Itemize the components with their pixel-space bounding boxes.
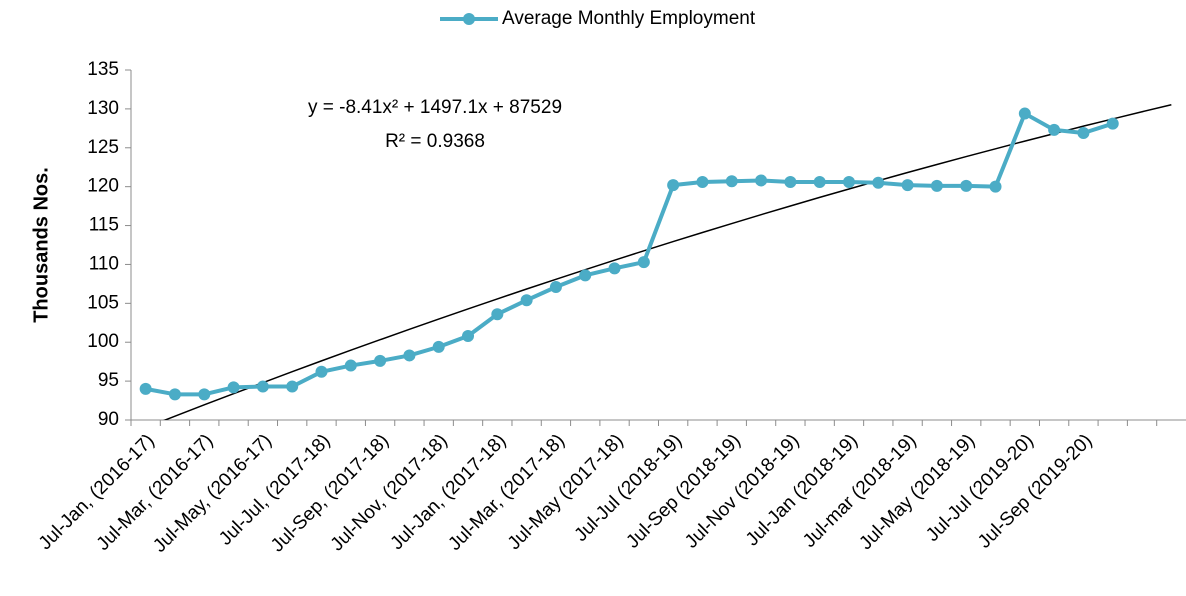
y-tick-label: 125 bbox=[87, 137, 119, 158]
data-point bbox=[462, 330, 475, 342]
data-point bbox=[901, 179, 914, 192]
data-point bbox=[139, 382, 152, 395]
trend-r2: R² = 0.9368 bbox=[385, 131, 485, 152]
y-axis-title: Thousands Nos. bbox=[30, 167, 52, 323]
data-point bbox=[784, 176, 797, 188]
data-point bbox=[579, 269, 592, 282]
data-point bbox=[725, 175, 738, 188]
data-point bbox=[1077, 127, 1090, 139]
trendline bbox=[163, 104, 1172, 420]
y-tick-label: 115 bbox=[89, 215, 119, 236]
y-tick-label: 100 bbox=[87, 331, 119, 352]
data-point bbox=[608, 262, 621, 275]
data-point bbox=[813, 176, 826, 188]
data-point bbox=[491, 308, 504, 321]
x-tick-label: Jul-Jan (2018-19) bbox=[742, 430, 862, 550]
data-point bbox=[168, 388, 181, 401]
data-point bbox=[520, 294, 533, 307]
data-point bbox=[1018, 107, 1031, 120]
data-point bbox=[930, 179, 943, 192]
trend-equation: y = -8.41x² + 1497.1x + 87529 bbox=[308, 97, 562, 118]
data-point bbox=[344, 359, 357, 372]
y-tick-label: 105 bbox=[87, 292, 119, 313]
data-point bbox=[872, 176, 885, 189]
x-tick-label: Jul-Sep (2019-20) bbox=[974, 430, 1096, 552]
data-point bbox=[755, 174, 768, 187]
plot-area bbox=[163, 104, 1172, 420]
x-tick-label: Jul-Jul, (2017-18) bbox=[215, 430, 334, 549]
data-point bbox=[1106, 117, 1119, 130]
data-point bbox=[256, 380, 269, 393]
data-point bbox=[842, 176, 855, 188]
data-point bbox=[198, 388, 211, 401]
x-tick-label: Jul-Jul (2018-19) bbox=[571, 430, 687, 546]
data-point bbox=[989, 180, 1002, 193]
data-point bbox=[637, 256, 650, 269]
y-tick-label: 95 bbox=[98, 370, 119, 391]
legend-marker bbox=[463, 13, 475, 25]
data-point bbox=[549, 281, 562, 293]
y-tick-label: 135 bbox=[87, 59, 119, 80]
data-point bbox=[1048, 123, 1061, 136]
y-tick-label: 120 bbox=[87, 176, 119, 197]
y-tick-label: 110 bbox=[89, 253, 119, 274]
data-point bbox=[667, 179, 680, 192]
data-point bbox=[403, 349, 416, 362]
data-point bbox=[374, 354, 387, 367]
data-point bbox=[286, 380, 299, 393]
x-tick-label: Jul-Jul (2019-20) bbox=[922, 430, 1038, 546]
y-tick-label: 90 bbox=[98, 409, 119, 430]
data-point bbox=[432, 340, 445, 353]
data-point bbox=[315, 365, 328, 378]
data-point bbox=[227, 381, 240, 394]
y-tick-label: 130 bbox=[87, 98, 119, 119]
data-point bbox=[960, 179, 973, 192]
series-line bbox=[145, 111, 1114, 397]
data-point bbox=[696, 176, 709, 188]
legend-label: Average Monthly Employment bbox=[502, 8, 756, 29]
